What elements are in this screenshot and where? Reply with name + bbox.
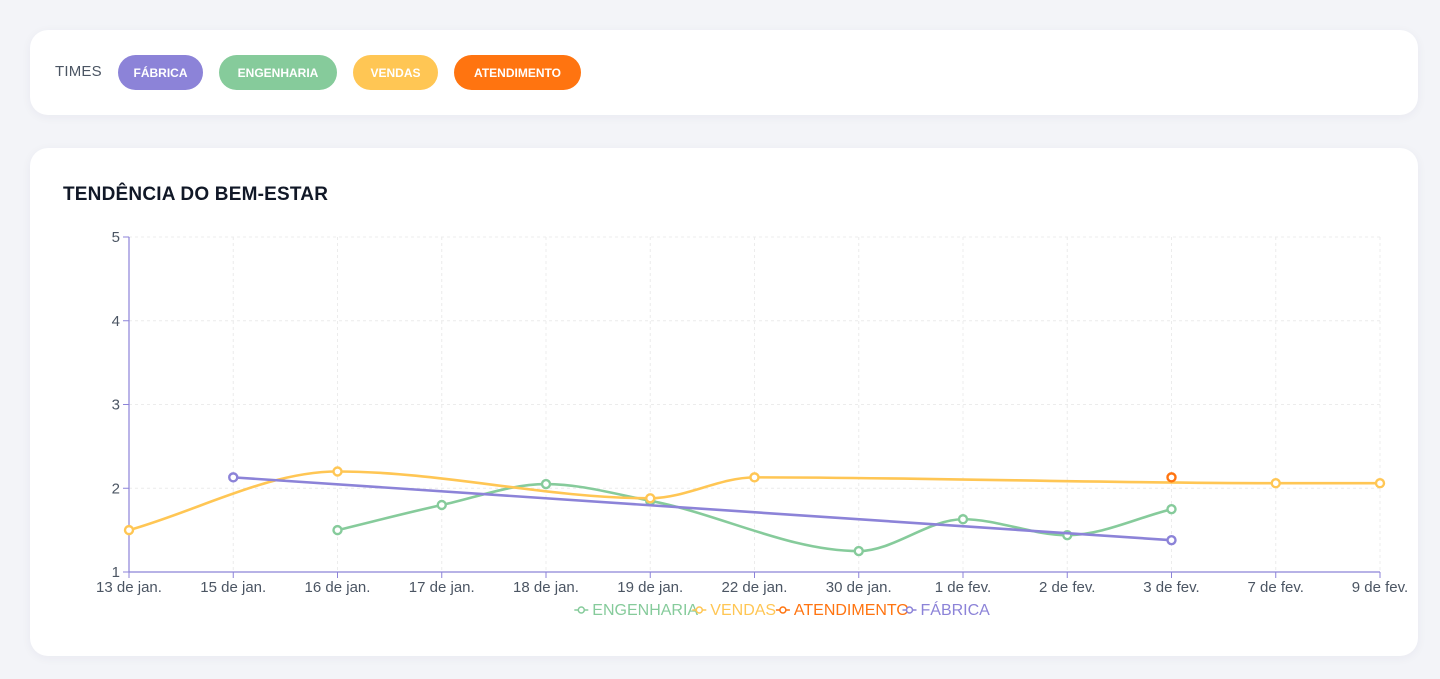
wellbeing-chart-card: TENDÊNCIA DO BEM-ESTAR 1 2 3 4 5 13 de jan. 15…: [30, 148, 1418, 656]
series-line: [127, 470, 1382, 532]
legend-swatch-dot: [905, 606, 914, 614]
legend-label: VENDAS: [710, 602, 776, 619]
series-line: [231, 476, 1173, 542]
data-point: [957, 514, 969, 525]
x-tick-label: 7 de fev.: [1248, 579, 1304, 596]
series-fábrica: [228, 472, 1177, 546]
grid-lines: [129, 236, 1381, 572]
legend-item: ENGENHARIA: [574, 602, 698, 619]
series-vendas: [123, 466, 1386, 536]
legend-item: FÁBRICA: [902, 600, 991, 619]
legend-item: VENDAS: [692, 602, 776, 619]
x-tick-label: 2 de fev.: [1039, 579, 1095, 596]
x-tick-label: 1 de fev.: [935, 579, 991, 596]
x-tick-label: 30 de jan.: [826, 579, 892, 596]
team-pill-fabrica[interactable]: FÁBRICA: [118, 55, 203, 90]
x-tick-label: 17 de jan.: [409, 579, 475, 596]
x-tick-label: 13 de jan.: [96, 579, 162, 596]
data-point: [645, 493, 656, 504]
data-point: [540, 478, 552, 490]
x-tick-label: 18 de jan.: [513, 579, 579, 596]
data-point: [749, 472, 760, 483]
series-line: [336, 482, 1173, 553]
x-tick-label: 15 de jan.: [200, 579, 266, 596]
data-point: [436, 499, 447, 511]
chart-legend: ENGENHARIA VENDAS ATENDIMENTO FÁBRICA: [574, 600, 990, 619]
team-pill-engenharia[interactable]: ENGENHARIA: [219, 55, 337, 90]
wellbeing-trend-chart: 1 2 3 4 5 13 de jan. 15 de jan. 16 de jan. 17 de…: [96, 229, 1408, 619]
team-pill-atendimento[interactable]: ATENDIMENTO: [454, 55, 581, 90]
y-tick-label: 1: [112, 564, 120, 581]
x-tick-label: 22 de jan.: [722, 579, 788, 596]
x-tick-label: 19 de jan.: [617, 579, 683, 596]
data-point: [123, 524, 135, 536]
data-point: [332, 466, 343, 477]
y-tick-label: 3: [112, 397, 120, 414]
y-tick-label: 4: [112, 313, 120, 330]
legend-label: FÁBRICA: [921, 600, 991, 619]
x-tick-label: 16 de jan.: [305, 579, 371, 596]
legend-label: ATENDIMENTO: [794, 602, 909, 619]
data-point: [1166, 472, 1177, 483]
data-point: [332, 524, 343, 536]
data-point: [1166, 503, 1177, 515]
x-tick-label: 3 de fev.: [1143, 579, 1199, 596]
legend-swatch-dot: [779, 606, 787, 614]
teams-label: TIMES: [55, 63, 102, 80]
legend-swatch-dot: [577, 606, 586, 614]
y-tick-label: 5: [112, 229, 120, 246]
legend-item: ATENDIMENTO: [775, 602, 909, 619]
x-tick-label: 9 de fev.: [1352, 579, 1408, 596]
chart-title: TENDÊNCIA DO BEM-ESTAR: [63, 184, 329, 205]
data-point: [1166, 534, 1177, 546]
data-point: [1270, 478, 1281, 489]
data-point: [228, 472, 239, 483]
series-atendimento: [1166, 472, 1177, 483]
data-point: [1374, 478, 1386, 489]
team-pill-vendas[interactable]: VENDAS: [353, 55, 438, 90]
team-filter-card: TIMES FÁBRICA ENGENHARIA VENDAS ATENDIME…: [30, 30, 1418, 115]
legend-label: ENGENHARIA: [592, 602, 698, 619]
data-point: [853, 545, 864, 557]
y-tick-label: 2: [112, 480, 120, 497]
legend-swatch-dot: [695, 606, 704, 614]
